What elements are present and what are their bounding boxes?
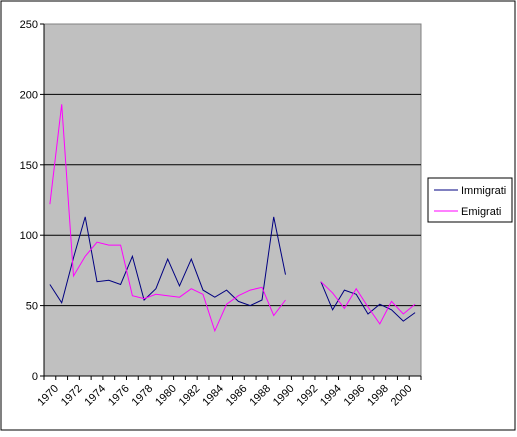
series-line-immigrati [49,216,286,307]
y-tick-label: 150 [20,160,38,172]
plot-area [43,23,422,377]
legend: Immigrati Emigrati [427,177,513,223]
legend-label-emigrati: Emigrati [461,206,501,218]
y-tick-label: 50 [26,301,38,313]
y-tick-label: 200 [20,89,38,101]
y-tick-label: 0 [32,371,38,383]
series-emigrati [49,104,416,333]
legend-box [427,177,513,223]
legend-label-immigrati: Immigrati [461,185,506,197]
series-line-emigrati [320,281,416,325]
series-line-emigrati [49,104,286,333]
y-tick-label: 250 [20,19,38,31]
y-tick-label: 100 [20,230,38,242]
grid-layer [44,93,421,307]
series-layer [49,104,416,333]
series-immigrati [49,216,416,322]
series-line-immigrati [320,281,416,322]
